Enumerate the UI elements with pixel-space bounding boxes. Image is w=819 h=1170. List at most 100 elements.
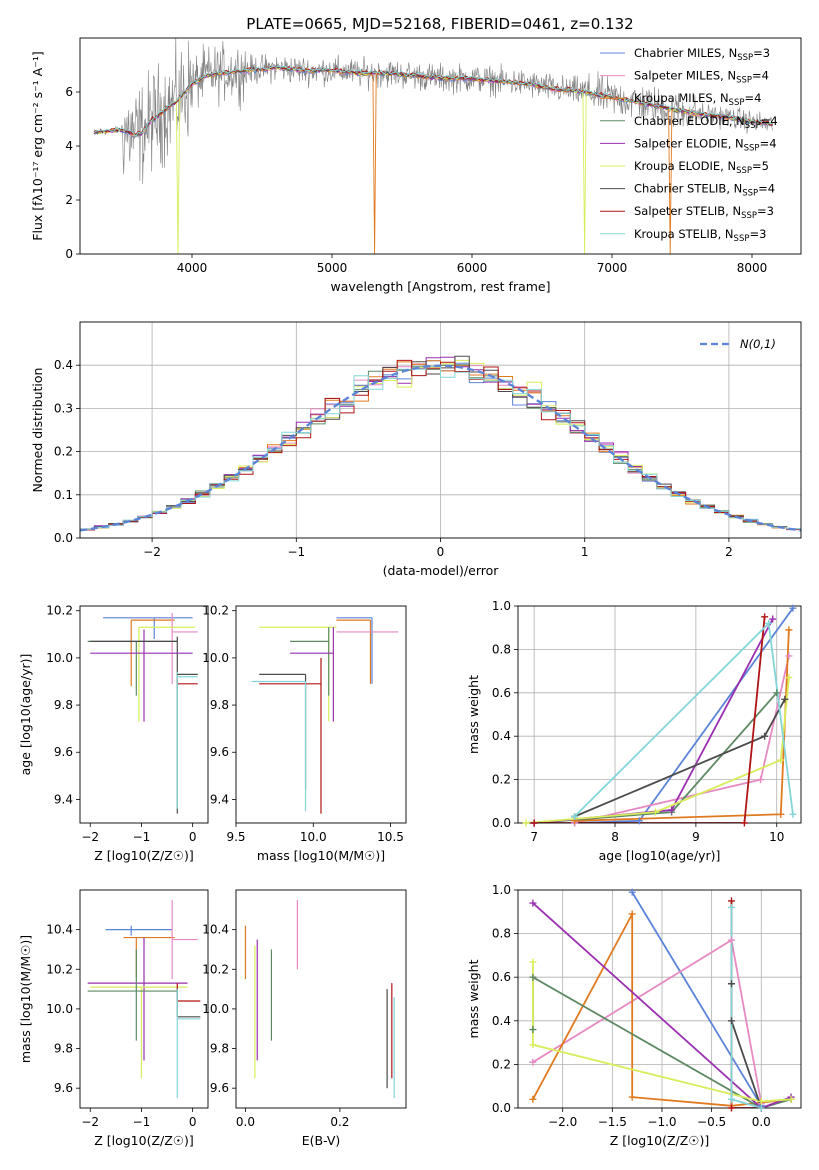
weight-point-cyan — [727, 1095, 735, 1103]
weight-line-blue — [631, 891, 763, 1107]
legend-label: Kroupa MILES, NSSP=4 — [634, 91, 761, 108]
model-spectrum-red — [93, 65, 773, 135]
weight-point-yellow — [529, 1041, 537, 1049]
chart-age-vs-mass: 9.5 10.0 10.5 9.4 9.6 9.8 10.0 10.2 mass [log10(… — [202, 604, 407, 863]
y-tick-label: 1.0 — [492, 883, 511, 897]
y-tick-label: 0.0 — [492, 1101, 511, 1115]
legend-label: Salpeter ELODIE, NSSP=4 — [634, 136, 777, 153]
plot-area — [87, 613, 198, 814]
y-tick-label: 10.0 — [202, 1002, 229, 1016]
weight-point-blue — [628, 888, 636, 896]
chart-residuals: −2 −1 0 1 2 0.0 0.1 0.2 0.3 0.4 (data-model)/error… — [30, 321, 802, 578]
legend-label: Salpeter MILES, NSSP=4 — [634, 69, 769, 86]
legend-label-suffix: =4 — [744, 91, 761, 105]
y-tick-label: 2 — [65, 193, 73, 207]
weight-point-green — [773, 689, 781, 697]
legend-label-suffix: =3 — [749, 227, 766, 241]
x-tick-label: 0.2 — [330, 1115, 349, 1129]
y-tick-label: 0.4 — [492, 729, 511, 743]
y-tick-label: 10.2 — [46, 604, 73, 618]
legend-label: Chabrier MILES, NSSP=3 — [634, 46, 770, 63]
weight-point-red — [727, 1104, 735, 1112]
weight-line-yellow — [532, 961, 792, 1103]
y-tick-label: 9.6 — [54, 1081, 73, 1095]
x-tick-label: −0.5 — [697, 1115, 726, 1129]
weight-point-darkgrey — [761, 732, 769, 740]
plot-area — [251, 617, 399, 814]
residual-histogram-cyan — [80, 365, 801, 530]
y-tick-label: 9.8 — [210, 1042, 229, 1056]
x-tick-label: 7000 — [597, 261, 628, 275]
legend-label-normal: N(0,1) — [740, 337, 776, 351]
y-tick-label: 0.6 — [492, 686, 511, 700]
x-tick-label: −1 — [287, 545, 305, 559]
axes-frame — [235, 889, 407, 1109]
chart-mass-vs-Z: −2 −1 0 9.6 9.8 10.0 10.2 10.4 Z [log10(Z/Z☉)] ma… — [18, 889, 209, 1148]
legend-label-main: Salpeter MILES, N — [634, 69, 736, 83]
chart-mass-vs-ebv: 0.0 0.2 9.6 9.8 10.0 10.2 10.4 E(B-V) — [202, 889, 407, 1148]
y-tick-label: 9.4 — [210, 792, 229, 806]
legend-label-sub: SSP — [742, 189, 758, 199]
y-tick-label: 10.0 — [202, 651, 229, 665]
weight-point-purple — [529, 899, 537, 907]
axes-frame — [517, 889, 802, 1109]
x-tick-label: 0.0 — [752, 1115, 771, 1129]
x-axis-label: E(B-V) — [302, 1133, 341, 1148]
x-tick-label: 0 — [437, 545, 445, 559]
legend-label-main: Chabrier MILES, N — [634, 46, 737, 60]
axes-frame — [517, 605, 802, 824]
y-tick-label: 10.4 — [46, 923, 73, 937]
y-tick-label: 9.8 — [54, 1042, 73, 1056]
axes-frame — [79, 321, 802, 539]
x-axis-label: age [log10(age/yr)] — [599, 848, 721, 863]
x-tick-label: 9.5 — [226, 830, 245, 844]
y-tick-label: 0.8 — [492, 642, 511, 656]
y-tick-label: 0.4 — [492, 1014, 511, 1028]
legend-label-suffix: =3 — [753, 46, 770, 60]
x-tick-label: 5000 — [317, 261, 348, 275]
weight-point-yellow — [529, 958, 537, 966]
legend-label-suffix: =4 — [761, 114, 778, 128]
x-axis-label: mass [log10(M/M☉)] — [257, 848, 385, 863]
legend-label-main: Kroupa MILES, N — [634, 91, 729, 105]
legend-label-suffix: =4 — [758, 182, 775, 196]
legend-label: Chabrier ELODIE, NSSP=4 — [634, 114, 778, 131]
weight-point-orange — [777, 810, 785, 818]
weight-point-red — [530, 819, 538, 827]
legend-label-suffix: =5 — [752, 159, 769, 173]
x-axis-label: Z [log10(Z/Z☉)] — [610, 1133, 710, 1148]
weight-line-darkgrey — [730, 983, 763, 1108]
legend-label-main: Chabrier STELIB, N — [634, 182, 742, 196]
weight-point-cyan — [765, 619, 773, 627]
weight-point-yellow — [787, 1095, 795, 1103]
weight-line-pink — [532, 938, 763, 1104]
weight-point-pink — [529, 1058, 537, 1066]
weight-point-red — [727, 897, 735, 905]
plot-area — [87, 899, 201, 1099]
x-tick-label: 6000 — [457, 261, 488, 275]
axes-frame — [79, 889, 209, 1109]
legend-label-suffix: =4 — [760, 136, 777, 150]
y-tick-label: 6 — [65, 85, 73, 99]
legend-label-main: Chabrier ELODIE, N — [634, 114, 745, 128]
legend-label-main: Salpeter STELIB, N — [634, 204, 741, 218]
y-tick-label: 9.6 — [210, 1081, 229, 1095]
weight-line-blue — [574, 607, 794, 823]
legend-label-sub: SSP — [736, 166, 752, 176]
x-tick-label: −1.5 — [598, 1115, 627, 1129]
weight-point-cyan — [789, 810, 797, 818]
weight-point-green — [529, 1026, 537, 1034]
y-tick-label: 0.6 — [492, 970, 511, 984]
plot-area — [518, 606, 801, 823]
axes-frame — [235, 605, 407, 824]
legend-label-sub: SSP — [744, 143, 760, 153]
y-tick-label: 4 — [65, 139, 73, 153]
y-tick-label: 9.8 — [210, 698, 229, 712]
x-tick-label: 0 — [189, 830, 197, 844]
y-tick-label: 0.0 — [54, 531, 73, 545]
weight-point-purple — [769, 615, 777, 623]
x-tick-label: 2 — [725, 545, 733, 559]
y-axis-label: Normed distribution — [30, 368, 45, 493]
weight-point-darkgrey — [727, 980, 735, 988]
